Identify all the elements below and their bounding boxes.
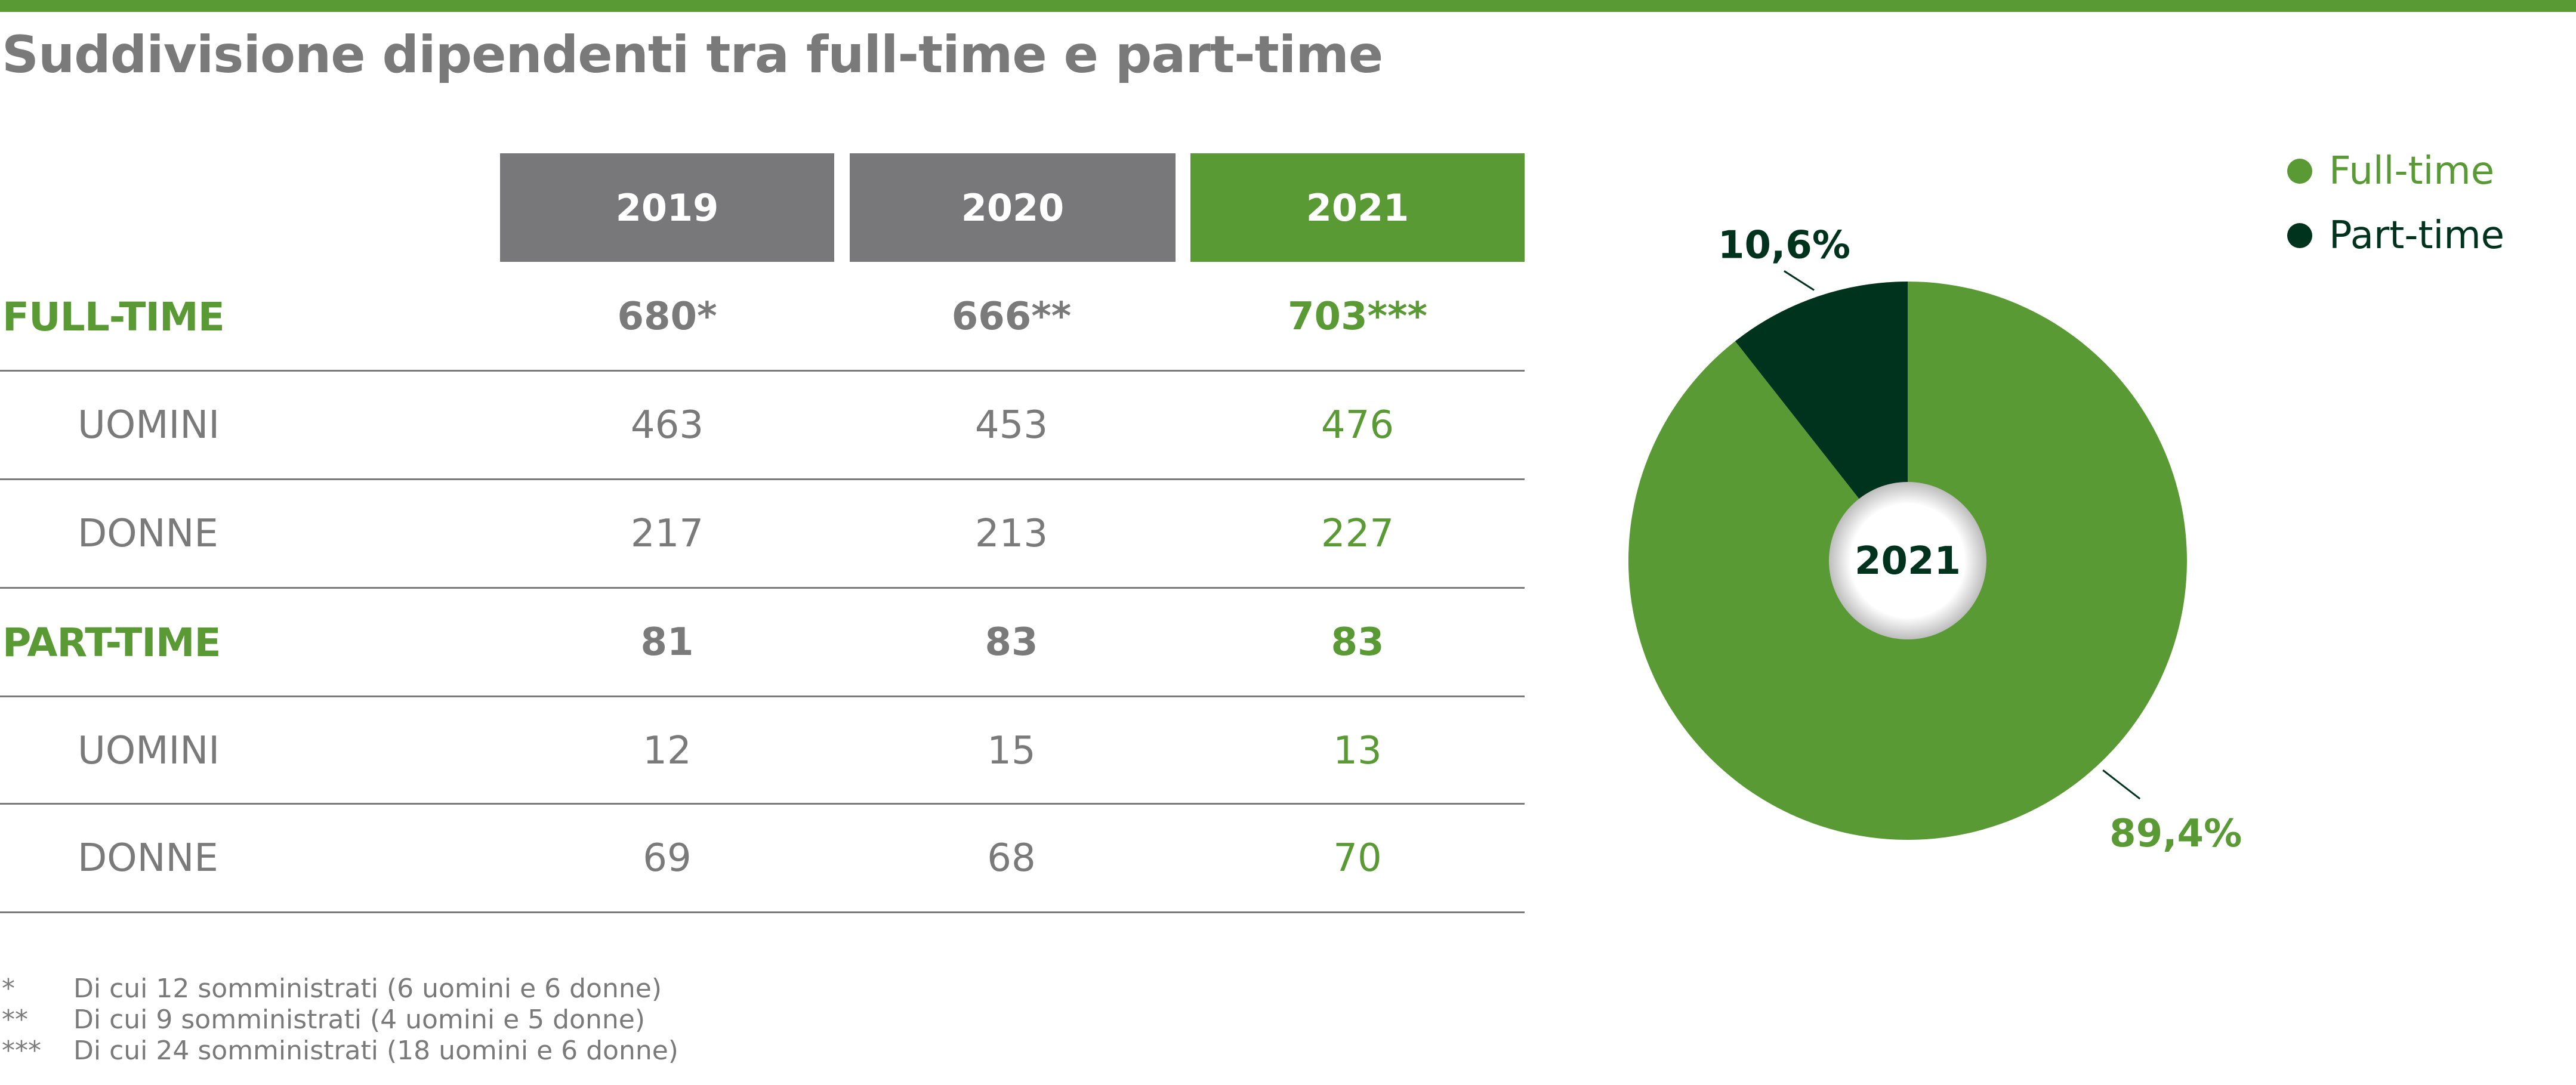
legend-item-part-time: Part-time xyxy=(2287,214,2504,258)
footnote: ** Di cui 9 somministrati (4 uomini e 5 d… xyxy=(2,1004,645,1035)
table-row-full-time-uomini: UOMINI 463 453 476 xyxy=(0,371,1525,480)
row-label: UOMINI xyxy=(78,403,220,447)
footnote: * Di cui 12 somministrati (6 uomini e 6 d… xyxy=(2,973,662,1004)
footnote-text: Di cui 9 somministrati (4 uomini e 5 don… xyxy=(73,1004,645,1035)
footnote-marker: *** xyxy=(2,1035,41,1066)
row-label: DONNE xyxy=(78,512,218,556)
legend-swatch xyxy=(2287,223,2312,248)
footnote-text: Di cui 12 somministrati (6 uomini e 6 do… xyxy=(73,973,662,1004)
footnote-text: Di cui 24 somministrati (18 uomini e 6 d… xyxy=(73,1035,678,1066)
legend-label: Full-time xyxy=(2329,149,2495,193)
pie-chart: 2021 10,6% 89,4% xyxy=(1628,223,2242,856)
footnote-marker: ** xyxy=(2,1004,28,1035)
cell-2019: 81 xyxy=(640,620,694,664)
cell-2019: 12 xyxy=(643,729,692,773)
cell-2020: 15 xyxy=(987,729,1036,773)
cell-2021: 703*** xyxy=(1288,295,1427,339)
footnote: *** Di cui 24 somministrati (18 uomini e … xyxy=(2,1035,678,1066)
table-row-full-time-donne: DONNE 217 213 227 xyxy=(0,480,1525,588)
cell-2020: 666** xyxy=(951,295,1072,339)
table-row-part-time-uomini: UOMINI 12 15 13 xyxy=(0,697,1525,805)
row-divider xyxy=(0,911,1525,913)
cell-2020: 68 xyxy=(987,836,1036,880)
year-header-2020: 2020 xyxy=(850,153,1176,262)
cell-2021: 476 xyxy=(1321,403,1395,447)
cell-2019: 463 xyxy=(630,403,704,447)
row-divider xyxy=(0,695,1525,697)
cell-2021: 83 xyxy=(1331,620,1384,664)
table-row-full-time: FULL-TIME 680* 666** 703*** xyxy=(0,262,1525,371)
row-divider xyxy=(0,478,1525,480)
leader-line xyxy=(2102,769,2141,800)
year-header-2021: 2021 xyxy=(1190,153,1525,262)
row-label: DONNE xyxy=(78,836,218,880)
cell-2020: 83 xyxy=(985,620,1038,664)
page-title: Suddivisione dipendenti tra full-time e … xyxy=(2,25,1383,85)
cell-2019: 217 xyxy=(630,512,704,556)
table-row-part-time: PART-TIME 81 83 83 xyxy=(0,588,1525,697)
slice-labels: 10,6% 89,4% xyxy=(1718,223,2242,856)
slice-label-part-time: 10,6% xyxy=(1718,223,1850,267)
pie-slice-part-time xyxy=(1735,282,1908,561)
legend-label: Part-time xyxy=(2329,214,2505,258)
cell-2021: 70 xyxy=(1333,836,1382,880)
donut-center-label: 2021 xyxy=(1855,539,1961,583)
row-label: PART-TIME xyxy=(2,619,221,666)
legend-swatch xyxy=(2287,159,2312,184)
cell-2019: 680* xyxy=(617,295,717,339)
donut-hole xyxy=(1829,482,1986,639)
row-label: UOMINI xyxy=(78,729,220,773)
row-label: FULL-TIME xyxy=(2,293,225,340)
table-row-part-time-donne: DONNE 69 68 70 xyxy=(0,804,1525,913)
row-divider xyxy=(0,587,1525,589)
row-divider xyxy=(0,370,1525,372)
footnote-marker: * xyxy=(2,973,15,1004)
cell-2020: 453 xyxy=(974,403,1048,447)
cell-2019: 69 xyxy=(643,836,692,880)
legend-item-full-time: Full-time xyxy=(2287,149,2494,193)
top-accent-bar xyxy=(0,0,2576,12)
year-header-2019: 2019 xyxy=(500,153,834,262)
cell-2021: 13 xyxy=(1333,729,1382,773)
leader-line xyxy=(1784,270,1815,291)
slice-label-full-time: 89,4% xyxy=(2109,812,2242,856)
cell-2021: 227 xyxy=(1321,512,1395,556)
cell-2020: 213 xyxy=(974,512,1048,556)
row-divider xyxy=(0,803,1525,805)
